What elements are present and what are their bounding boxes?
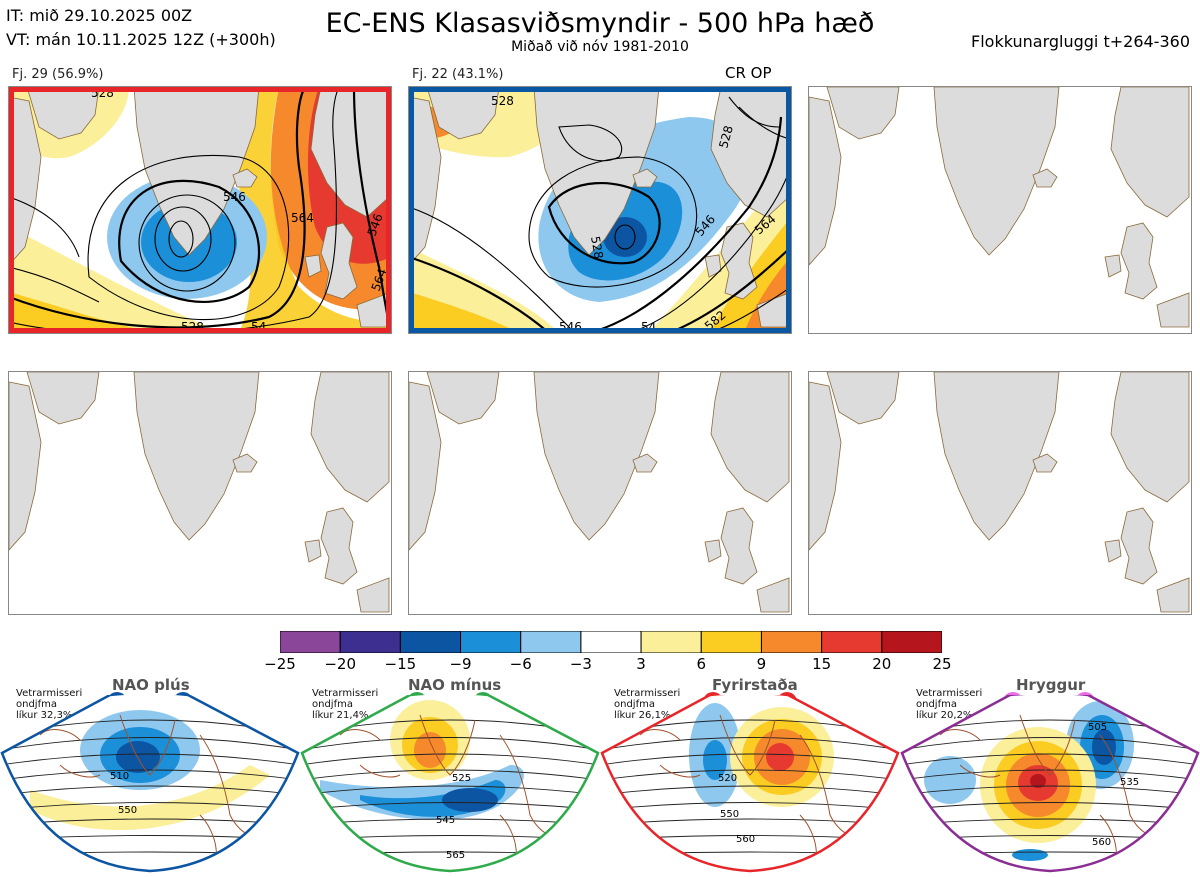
regime-3-sub: ondjfma: [614, 699, 655, 710]
regime-2-sub: ondjfma: [312, 699, 353, 710]
empty-map-3: [808, 86, 1192, 334]
regime-2-label-a: 525: [452, 773, 471, 784]
empty-map-5: [408, 371, 792, 615]
classification-window: Flokkunargluggi t+264-360: [971, 32, 1190, 51]
regime-2-label-b: 545: [436, 815, 455, 826]
regime-2-label-c: 565: [446, 850, 465, 861]
regime-1-sub: ondjfma: [16, 699, 57, 710]
regime-1-info: Vetrarmisseri ondjfma líkur 32,3%: [16, 688, 82, 721]
regime-4-title: Hryggur: [1016, 676, 1086, 694]
colorbar-tick-label: 20: [872, 655, 892, 673]
empty-map-6: [808, 371, 1192, 615]
regime-4-label-b: 535: [1120, 777, 1139, 788]
regime-1-season: Vetrarmisseri: [16, 688, 83, 699]
colorbar-swatch: [881, 630, 943, 654]
regime-2-season: Vetrarmisseri: [312, 688, 379, 699]
init-time: IT: mið 29.10.2025 00Z: [6, 6, 193, 25]
regime-3-prob: líkur 26,1%: [614, 710, 671, 721]
regime-2-title: NAO mínus: [408, 676, 502, 694]
regime-2-prob: líkur 21,4%: [312, 710, 369, 721]
colorbar-swatch: [700, 630, 762, 654]
regime-2-info: Vetrarmisseri ondjfma líkur 21,4%: [312, 688, 378, 721]
regime-4-label-c: 560: [1092, 837, 1111, 848]
regime-4-label-a: 505: [1088, 722, 1107, 733]
colorbar-swatch: [339, 630, 401, 654]
cluster-1-map: 528 546 564 546 528 54 564: [8, 86, 392, 334]
cluster-1-contour-528b: 546: [223, 190, 246, 204]
colorbar: [279, 630, 943, 654]
page-subtitle: Miðað við nóv 1981-2010: [511, 39, 689, 55]
cluster-2-contour-546b: 546: [559, 320, 582, 333]
regime-4-prob: líkur 20,2%: [916, 710, 973, 721]
colorbar-tick-label: 9: [756, 655, 767, 673]
valid-time: VT: mán 10.11.2025 12Z (+300h): [6, 30, 276, 49]
colorbar-tick-label: −15: [384, 655, 417, 673]
colorbar-swatch: [580, 630, 642, 654]
regime-3-label-c: 560: [736, 834, 755, 845]
regime-3-title: Fyrirstaða: [712, 676, 798, 694]
colorbar-swatch: [821, 630, 883, 654]
regime-4-sub: ondjfma: [916, 699, 957, 710]
colorbar-tick-label: 3: [636, 655, 646, 673]
colorbar-swatch: [520, 630, 582, 654]
cluster-2-contour-528b: 528: [588, 235, 606, 260]
regime-4-map: 505 535 560: [900, 691, 1200, 873]
colorbar-swatch: [460, 630, 522, 654]
colorbar-tick-label: −3: [569, 655, 592, 673]
colorbar-tick-label: −9: [449, 655, 472, 673]
regime-1-map: 510 550: [0, 691, 300, 873]
colorbar-tick-label: −25: [264, 655, 296, 673]
regime-3-season: Vetrarmisseri: [614, 688, 681, 699]
colorbar-tick-label: −20: [324, 655, 356, 673]
regime-3-label-b: 550: [720, 809, 739, 820]
colorbar-swatch: [279, 630, 341, 654]
cluster-2-contour-528c: 528: [716, 124, 735, 150]
colorbar-swatch: [760, 630, 823, 654]
colorbar-swatch: [640, 630, 702, 654]
cluster-2-contour-528a: 528: [491, 94, 514, 108]
regime-4-season: Vetrarmisseri: [916, 688, 983, 699]
regime-3-info: Vetrarmisseri ondjfma líkur 26,1%: [614, 688, 680, 721]
colorbar-tick-label: 15: [812, 655, 832, 673]
regime-1-prob: líkur 32,3%: [16, 710, 73, 721]
cluster-2-tag: CR OP: [725, 64, 772, 82]
cluster-1-contour-54: 54: [251, 320, 266, 333]
regime-1-label-a: 510: [110, 771, 129, 782]
regime-2-map: 525 545 565: [300, 691, 600, 873]
page-title: EC-ENS Klasasviðsmyndir - 500 hPa hæð: [325, 8, 875, 39]
colorbar-tick-label: 6: [696, 655, 707, 673]
cluster-2-label: Fj. 22 (43.1%): [412, 67, 504, 82]
cluster-2-contour-54: 54: [641, 320, 656, 333]
colorbar-tick-label: 25: [932, 655, 952, 673]
colorbar-swatch: [399, 630, 462, 654]
regime-1-title: NAO plús: [112, 676, 190, 694]
regime-3-map: 520 550 560: [600, 691, 900, 873]
empty-map-4: [8, 371, 392, 615]
cluster-1-contour-546: 564: [291, 211, 314, 225]
regime-1-label-b: 550: [118, 805, 137, 816]
colorbar-tick-label: −6: [509, 655, 532, 673]
cluster-1-contour-528a: 528: [91, 87, 114, 100]
cluster-1-contour-546b: 528: [181, 320, 204, 333]
regime-3-label-a: 520: [718, 773, 737, 784]
regime-4-info: Vetrarmisseri ondjfma líkur 20,2%: [916, 688, 982, 721]
cluster-1-label: Fj. 29 (56.9%): [12, 67, 104, 82]
cluster-2-map: 528 528 528 546 564 546 54 582: [408, 86, 792, 334]
